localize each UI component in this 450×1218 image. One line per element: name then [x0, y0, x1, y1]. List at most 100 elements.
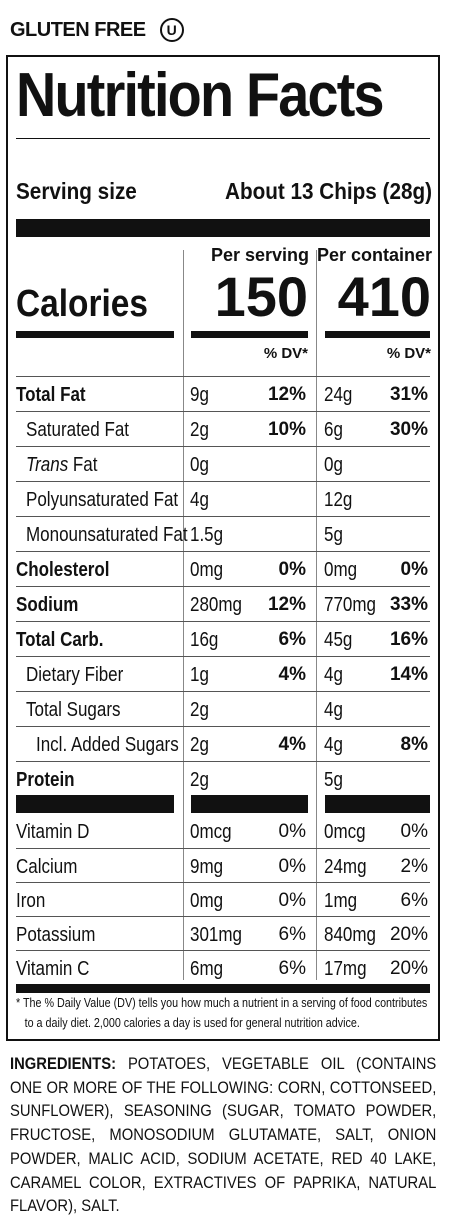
nutrient-name-italic: Trans: [26, 454, 69, 476]
calories-per-serving: 150: [214, 265, 308, 328]
nutrient-name: Cholesterol: [16, 559, 110, 581]
container-dv: 0%: [400, 821, 428, 842]
gluten-free-label: GLUTEN FREE: [10, 18, 146, 41]
vitamin-bar-label: [16, 795, 174, 813]
header: GLUTEN FREE U: [10, 14, 184, 46]
serving-size-label: Serving size: [16, 178, 137, 204]
serving-dv: 4%: [278, 734, 306, 755]
nutrient-row: Trans Fat 0g 0g: [16, 446, 430, 482]
footnote-line-2: to a daily diet. 2,000 calories a day is…: [24, 1016, 360, 1030]
vitamin-name: Potassium: [16, 924, 96, 946]
nutrient-name: Incl. Added Sugars: [36, 734, 179, 756]
serving-dv: 12%: [267, 594, 306, 615]
container-amount: 1mg: [324, 890, 358, 912]
nutrient-name: Trans Fat: [26, 453, 97, 477]
serving-dv: 0%: [278, 856, 306, 877]
container-dv: 8%: [400, 734, 428, 755]
serving-amount: 2g: [190, 699, 209, 721]
ingredients-text: POTATOES, VEGETABLE OIL (CONTAINS ONE OR…: [10, 1054, 437, 1216]
container-amount: 0g: [324, 454, 343, 476]
column-separator-left: [183, 250, 184, 980]
container-amount: 4g: [324, 734, 343, 756]
title-divider: [16, 138, 430, 139]
nutrient-name: Total Fat: [16, 384, 86, 406]
vitamin-row: Vitamin D 0mcg 0% 0mcg 0%: [16, 814, 430, 849]
calories-per-container: 410: [337, 265, 431, 328]
vitamin-row: Potassium 301mg 6% 840mg 20%: [16, 916, 430, 952]
container-dv: 20%: [389, 958, 428, 979]
serving-dv: 0%: [278, 559, 306, 580]
vitamin-row: Calcium 9mg 0% 24mg 2%: [16, 848, 430, 884]
container-amount: 0mcg: [324, 821, 366, 843]
nutrient-row: Polyunsaturated Fat 4g 12g: [16, 481, 430, 517]
dv-header-serving: % DV*: [263, 345, 308, 362]
container-amount: 4g: [324, 699, 343, 721]
column-separator-right: [316, 250, 317, 980]
serving-amount: 6mg: [190, 958, 224, 980]
container-amount: 5g: [324, 769, 343, 791]
container-amount: 24mg: [324, 856, 367, 878]
nutrient-row: Incl. Added Sugars 2g 4% 4g 8%: [16, 726, 430, 762]
nutrient-row: Protein 2g 5g: [16, 761, 430, 797]
container-dv: 30%: [389, 419, 428, 440]
nutrient-name: Total Carb.: [16, 629, 104, 651]
nutrient-name: Total Sugars: [26, 699, 121, 721]
serving-amount: 2g: [190, 419, 209, 441]
serving-size-value: About 13 Chips (28g): [224, 178, 432, 204]
vitamin-bar-container: [325, 795, 430, 813]
serving-amount: 0mcg: [190, 821, 232, 843]
nutrient-name: Protein: [16, 769, 75, 791]
serving-amount: 0mg: [190, 559, 224, 581]
footnote-line-1: * The % Daily Value (DV) tells you how m…: [16, 996, 428, 1010]
container-dv: 6%: [400, 890, 428, 911]
serving-amount: 16g: [190, 629, 219, 651]
serving-amount: 9mg: [190, 856, 224, 878]
container-amount: 6g: [324, 419, 343, 441]
container-amount: 12g: [324, 489, 353, 511]
serving-amount: 0mg: [190, 890, 224, 912]
container-amount: 24g: [324, 384, 353, 406]
serving-amount: 1g: [190, 664, 209, 686]
container-amount: 17mg: [324, 958, 367, 980]
container-dv: 31%: [389, 384, 428, 405]
nutrient-row: Total Carb. 16g 6% 45g 16%: [16, 621, 430, 657]
nutrient-row: Total Fat 9g 12% 24g 31%: [16, 376, 430, 412]
vitamin-name: Calcium: [16, 856, 78, 878]
container-dv: 33%: [389, 594, 428, 615]
nutrient-name: Polyunsaturated Fat: [26, 489, 179, 511]
nutrition-facts-title: Nutrition Facts: [16, 61, 385, 130]
ingredients-list: INGREDIENTS: POTATOES, VEGETABLE OIL (CO…: [10, 1052, 436, 1218]
serving-amount: 1.5g: [190, 524, 224, 546]
nutrient-row: Total Sugars 2g 4g: [16, 691, 430, 727]
vitamin-bar-serving: [191, 795, 308, 813]
container-dv: 16%: [389, 629, 428, 650]
nutrient-row: Saturated Fat 2g 10% 6g 30%: [16, 411, 430, 447]
serving-dv: 10%: [267, 419, 306, 440]
nutrient-name-rest: Fat: [68, 454, 98, 476]
container-amount: 5g: [324, 524, 343, 546]
container-dv: 14%: [389, 664, 428, 685]
vitamin-row: Iron 0mg 0% 1mg 6%: [16, 882, 430, 918]
vitamin-row: Vitamin C 6mg 6% 17mg 20%: [16, 950, 430, 986]
calories-rule-serving: [191, 331, 308, 338]
nutrient-name: Sodium: [16, 594, 79, 616]
serving-dv: 4%: [278, 664, 306, 685]
container-dv: 2%: [400, 856, 428, 877]
nutrient-row: Cholesterol 0mg 0% 0mg 0%: [16, 551, 430, 587]
calories-label: Calories: [16, 283, 148, 325]
container-amount: 0mg: [324, 559, 358, 581]
per-container-header: Per container: [316, 245, 432, 265]
kosher-certification-icon: U: [159, 18, 184, 42]
daily-value-footnote: * The % Daily Value (DV) tells you how m…: [16, 993, 436, 1033]
serving-amount: 280mg: [190, 594, 242, 616]
container-amount: 45g: [324, 629, 353, 651]
serving-amount: 9g: [190, 384, 209, 406]
container-dv: 0%: [400, 559, 428, 580]
vitamin-name: Vitamin D: [16, 821, 90, 843]
nutrition-facts-panel: [6, 55, 440, 1041]
nutrient-name: Dietary Fiber: [26, 664, 124, 686]
vitamin-name: Iron: [16, 890, 46, 912]
calories-rule-label: [16, 331, 174, 338]
serving-dv: 0%: [278, 821, 306, 842]
container-dv: 20%: [389, 924, 428, 945]
